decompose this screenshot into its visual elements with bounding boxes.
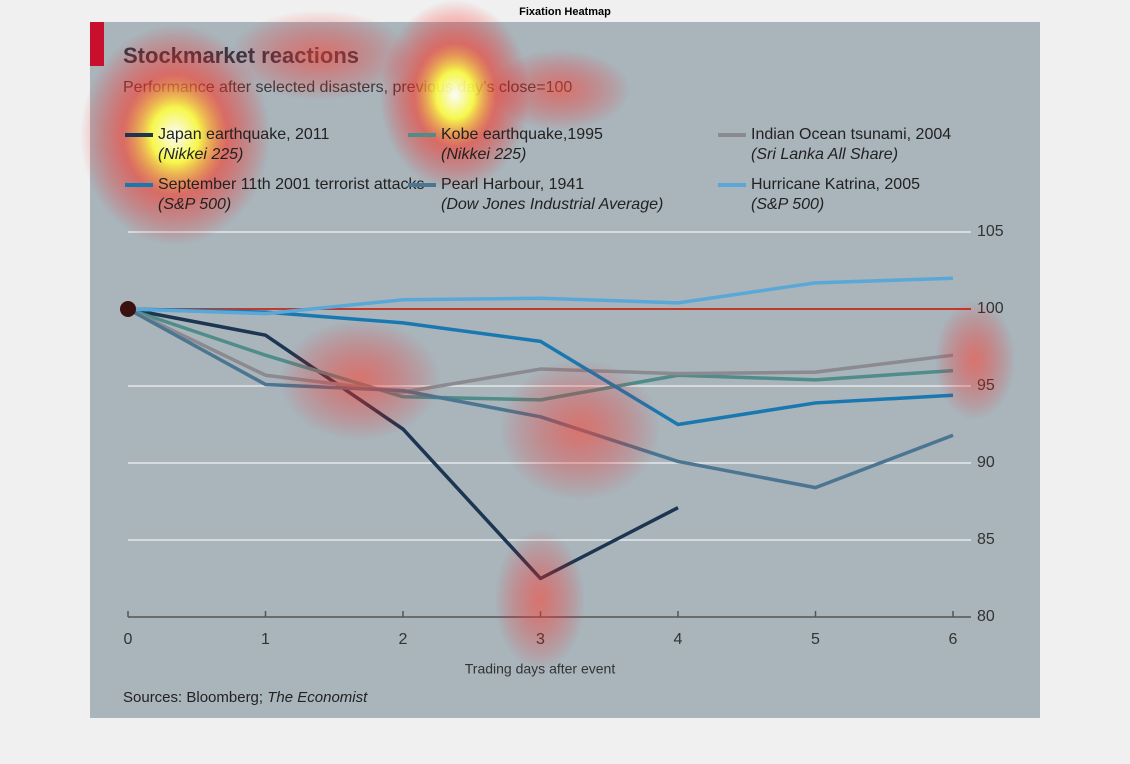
x-tick-label: 1 [261, 631, 270, 648]
legend-item: September 11th 2001 terrorist attacks (S&… [125, 176, 425, 213]
figure-title: Fixation Heatmap [519, 6, 611, 18]
fixation-blob [230, 10, 410, 100]
series-line [127, 276, 954, 316]
legend-item: Japan earthquake, 2011 (Nikkei 225) [125, 126, 330, 163]
legend-label: Pearl Harbour, 1941 [441, 176, 584, 193]
fixation-blob [935, 300, 1015, 420]
fixation-blob [80, 25, 270, 245]
legend-index: (Dow Jones Industrial Average) [441, 196, 663, 213]
x-tick-label: 4 [674, 631, 683, 648]
legend-index: (S&P 500) [751, 196, 824, 213]
legend-label: September 11th 2001 terrorist attacks [158, 176, 425, 193]
legend-index: (Nikkei 225) [158, 146, 243, 163]
y-tick-label: 85 [977, 531, 995, 548]
heatmap [80, 0, 1015, 670]
x-tick-label: 6 [949, 631, 958, 648]
legend-label: Japan earthquake, 2011 [158, 126, 330, 143]
source-italic: The Economist [267, 689, 368, 706]
fixation-blob [280, 320, 440, 440]
y-tick-label: 90 [977, 454, 995, 471]
source: Sources: Bloomberg; The Economist [123, 689, 368, 706]
legend-label: Hurricane Katrina, 2005 [751, 176, 920, 193]
origin-dot [120, 301, 136, 317]
x-tick-label: 0 [124, 631, 133, 648]
legend-index: (S&P 500) [158, 196, 231, 213]
legend-item: Hurricane Katrina, 2005 (S&P 500) [718, 176, 920, 213]
brand-tab [90, 22, 104, 66]
fixation-blob [500, 360, 660, 500]
y-tick-label: 105 [977, 223, 1004, 240]
legend-label: Kobe earthquake,1995 [441, 126, 603, 143]
x-tick-label: 5 [811, 631, 820, 648]
fixation-blob [495, 530, 585, 670]
legend: Japan earthquake, 2011(Nikkei 225)Kobe e… [125, 126, 951, 213]
legend-label: Indian Ocean tsunami, 2004 [751, 126, 951, 143]
fixation-blob [490, 50, 630, 130]
legend-item: Pearl Harbour, 1941 (Dow Jones Industrial… [408, 176, 663, 213]
fixation-blob [380, 0, 530, 190]
y-tick-label: 80 [977, 608, 995, 625]
series-line [127, 307, 954, 394]
legend-item: Indian Ocean tsunami, 2004 (Sri Lanka All… [718, 126, 951, 163]
legend-index: (Sri Lanka All Share) [751, 146, 898, 163]
legend-index: (Nikkei 225) [441, 146, 526, 163]
source-text: Sources: Bloomberg; [123, 689, 263, 706]
x-tick-label: 2 [399, 631, 408, 648]
legend-item: Kobe earthquake,1995 (Nikkei 225) [408, 126, 603, 163]
